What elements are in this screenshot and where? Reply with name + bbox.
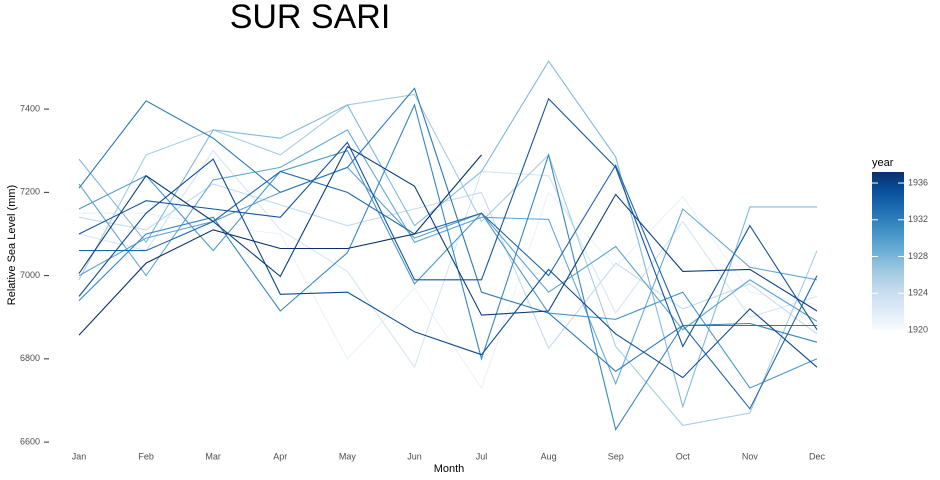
series-line bbox=[78, 145, 818, 316]
x-tick-label: Apr bbox=[273, 451, 287, 461]
x-tick-label: Feb bbox=[138, 451, 154, 461]
series-line bbox=[78, 154, 482, 336]
colorbar-tick-label: 1936 bbox=[908, 177, 928, 187]
colorbar-tick-label: 1928 bbox=[908, 251, 928, 261]
x-tick-label: Jul bbox=[476, 451, 488, 461]
x-tick-label: Oct bbox=[676, 451, 691, 461]
series-line bbox=[78, 149, 818, 369]
chart-title: SUR SARI bbox=[230, 0, 391, 36]
series-line bbox=[78, 60, 817, 409]
y-tick-label: 7200 bbox=[20, 187, 40, 197]
y-tick-label: 7400 bbox=[20, 103, 40, 113]
series-line bbox=[78, 150, 818, 389]
series-line bbox=[78, 129, 818, 386]
x-tick-label: Aug bbox=[541, 451, 557, 461]
x-tick-label: Jan bbox=[72, 451, 87, 461]
colorbar-tick-label: 1920 bbox=[908, 324, 928, 334]
series-line bbox=[78, 103, 818, 431]
x-tick-label: May bbox=[339, 451, 357, 461]
series-line bbox=[78, 97, 818, 348]
series-line bbox=[78, 158, 818, 379]
colorbar-tick-label: 1924 bbox=[908, 288, 928, 298]
y-tick-label: 7000 bbox=[20, 270, 40, 280]
x-tick-label: Jun bbox=[407, 451, 422, 461]
colorbar bbox=[872, 172, 904, 330]
colorbar-tick-label: 1932 bbox=[908, 214, 928, 224]
series-line bbox=[78, 166, 818, 331]
y-tick-label: 6600 bbox=[20, 436, 40, 446]
x-tick-label: Nov bbox=[742, 451, 759, 461]
x-axis-label: Month bbox=[434, 463, 465, 475]
series-line bbox=[79, 164, 818, 410]
series-line bbox=[79, 191, 818, 390]
x-tick-label: Mar bbox=[205, 451, 221, 461]
x-tick-label: Dec bbox=[809, 451, 826, 461]
x-tick-label: Sep bbox=[608, 451, 624, 461]
y-tick-label: 6800 bbox=[20, 353, 40, 363]
series-line bbox=[78, 183, 818, 350]
series-line bbox=[78, 93, 818, 426]
legend-title: year bbox=[872, 157, 894, 169]
y-axis-label: Relative Sea Level (mm) bbox=[6, 185, 18, 305]
